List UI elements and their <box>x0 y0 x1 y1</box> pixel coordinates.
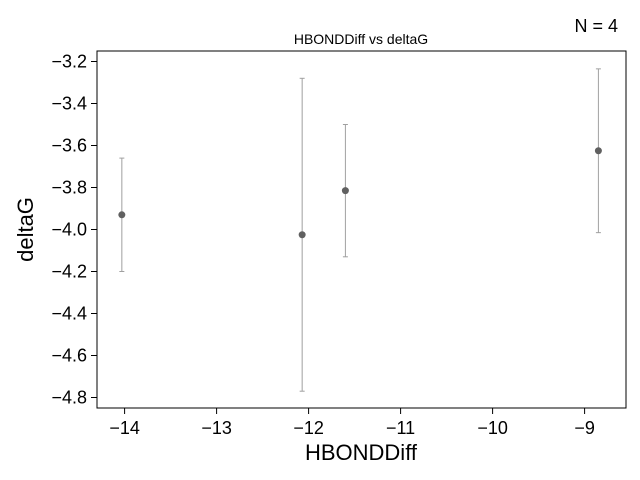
x-tick-label: −12 <box>293 418 324 438</box>
x-axis-ticks: −14 −13 −12 −11 −10 −9 <box>109 408 595 438</box>
y-tick-label: −4.0 <box>51 220 87 240</box>
data-point <box>298 231 306 239</box>
x-tick-label: −10 <box>477 418 508 438</box>
data-point <box>118 211 126 219</box>
x-tick-label: −14 <box>109 418 140 438</box>
x-tick-label: −13 <box>201 418 232 438</box>
y-tick-label: −3.6 <box>51 136 87 156</box>
y-tick-label: −4.8 <box>51 388 87 408</box>
x-tick-label: −9 <box>574 418 595 438</box>
chart-title: HBONDDiff vs deltaG <box>294 31 428 47</box>
x-tick-label: −11 <box>386 418 415 438</box>
y-tick-label: −3.2 <box>51 52 87 72</box>
y-tick-label: −3.4 <box>51 94 87 114</box>
error-bars <box>119 68 601 392</box>
plot-area-frame <box>96 50 627 409</box>
y-axis-ticks: −4.8 −4.6 −4.4 −4.2 −4.0 −3.8 −3.6 −3.4 −3.2 <box>51 52 97 408</box>
data-points <box>118 147 602 239</box>
x-axis-label: HBONDDiff <box>305 440 418 465</box>
y-tick-label: −4.2 <box>51 262 87 282</box>
data-point <box>594 147 602 155</box>
y-axis-label: deltaG <box>13 197 38 262</box>
y-tick-label: −4.6 <box>51 346 87 366</box>
sample-count-annotation: N = 4 <box>574 16 618 36</box>
data-point <box>341 187 349 195</box>
y-tick-label: −4.4 <box>51 304 87 324</box>
y-tick-label: −3.8 <box>51 178 87 198</box>
